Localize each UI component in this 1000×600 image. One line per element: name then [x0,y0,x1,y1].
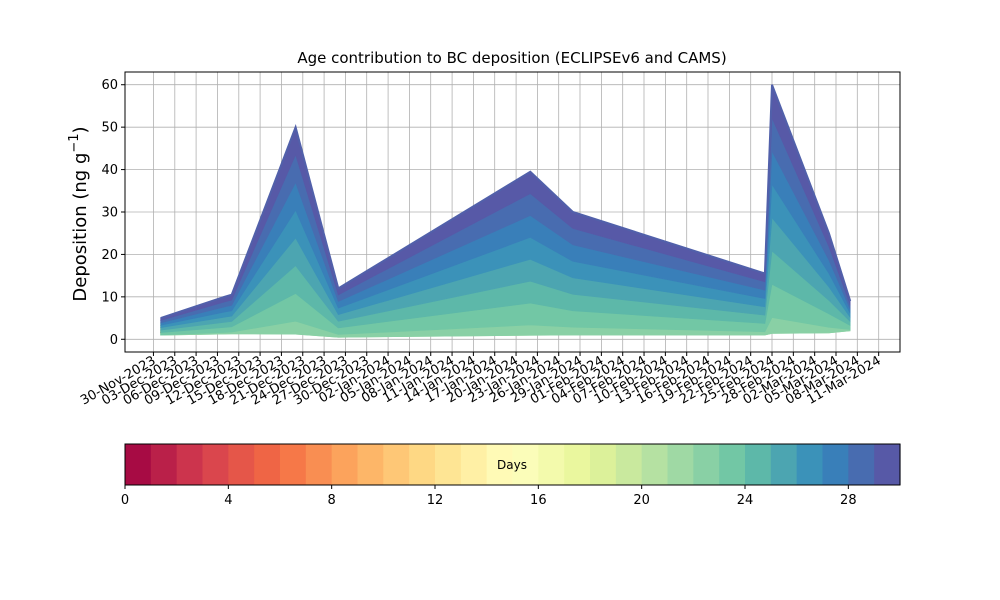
colorbar-swatch [564,444,591,485]
colorbar-tick-label: 24 [737,493,754,508]
colorbar-tick-label: 8 [328,493,336,508]
colorbar-swatch [590,444,617,485]
colorbar-swatch [228,444,255,485]
y-tick-label: 10 [101,290,118,305]
chart-title: Age contribution to BC deposition (ECLIP… [297,49,726,67]
colorbar-swatch [125,444,152,485]
y-axis-label-end: ) [70,126,91,133]
colorbar-swatch [254,444,281,485]
colorbar-swatch [822,444,849,485]
colorbar: 0 4 8 12 16 20 24 28 [121,443,901,508]
total-deposition-line [160,84,852,320]
colorbar-swatch [202,444,229,485]
y-tick-label: 0 [110,333,118,348]
colorbar-tick-label: 20 [633,493,650,508]
colorbar-swatch [383,444,410,485]
y-axis: 0 10 20 30 40 50 60 [101,78,125,348]
colorbar-swatch [280,444,307,485]
colorbar-swatch [615,444,643,485]
y-tick-label: 30 [101,206,118,221]
colorbar-swatch [435,444,462,485]
colorbar-swatch [357,444,384,485]
colorbar-tick-label: 28 [840,493,857,508]
colorbar-swatch [538,444,565,485]
colorbar-swatch [150,444,178,485]
colorbar-tick-label: 16 [530,493,547,508]
colorbar-label: Days [497,458,527,472]
y-axis-label-superscript: −1 [67,133,82,152]
colorbar-swatch [460,444,488,485]
y-tick-label: 20 [101,248,118,263]
colorbar-swatch [486,444,514,485]
y-axis-label-main: Deposition (ng g [70,153,91,302]
colorbar-swatch [305,444,333,485]
y-axis-label: Deposition (ng g−1) [67,126,91,301]
plot-area: 010203040506030-Nov-202303-Dec-202306-De… [78,71,901,409]
colorbar-swatch [745,444,772,485]
colorbar-frame [124,443,901,486]
colorbar-swatch [641,444,669,485]
y-tick-label: 50 [101,121,118,136]
colorbar-swatch [512,444,539,485]
colorbar-tick-label: 4 [224,493,232,508]
colorbar-swatch [331,444,359,485]
y-tick-label: 40 [101,163,118,178]
colorbar-swatch [176,444,204,485]
colorbar-swatch [874,444,901,485]
y-tick-label: 60 [101,78,118,93]
age-bands [160,84,851,338]
colorbar-tick-label: 0 [121,493,129,508]
colorbar-swatch [667,444,694,485]
colorbar-swatch [770,444,798,485]
colorbar-swatch [719,444,746,485]
colorbar-tick-label: 12 [427,493,444,508]
colorbar-swatch [409,444,436,485]
colorbar-swatch [796,444,824,485]
colorbar-swatch [693,444,720,485]
colorbar-swatch [848,444,875,485]
